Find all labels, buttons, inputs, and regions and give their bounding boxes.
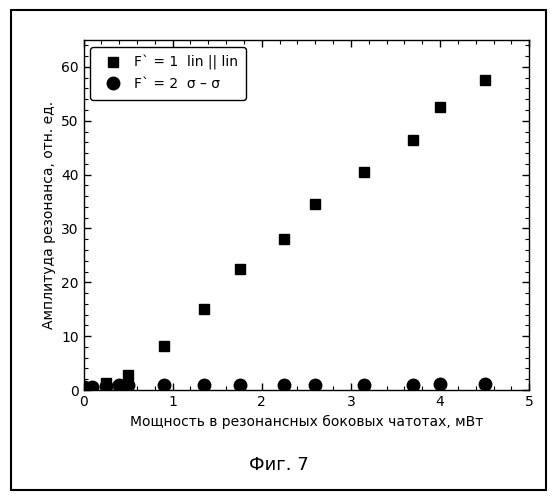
F` = 2  σ – σ bbox=[361, 382, 368, 388]
F` = 1  lin || lin bbox=[89, 386, 96, 392]
F` = 1  lin || lin bbox=[102, 380, 109, 386]
F` = 1  lin || lin bbox=[361, 169, 368, 175]
F` = 1  lin || lin bbox=[481, 78, 488, 84]
X-axis label: Мощность в резонансных боковых чатотах, мВт: Мощность в резонансных боковых чатотах, … bbox=[130, 414, 483, 428]
F` = 2  σ – σ bbox=[102, 382, 109, 388]
F` = 2  σ – σ bbox=[89, 384, 96, 390]
F` = 1  lin || lin bbox=[281, 236, 287, 242]
F` = 2  σ – σ bbox=[410, 382, 417, 388]
F` = 2  σ – σ bbox=[236, 382, 243, 388]
Legend: F` = 1  lin || lin, F` = 2  σ – σ: F` = 1 lin || lin, F` = 2 σ – σ bbox=[90, 47, 246, 100]
F` = 2  σ – σ bbox=[281, 382, 287, 388]
F` = 1  lin || lin bbox=[312, 201, 319, 207]
F` = 1  lin || lin bbox=[236, 266, 243, 272]
F` = 1  lin || lin bbox=[80, 384, 87, 390]
F` = 1  lin || lin bbox=[160, 343, 167, 349]
F` = 1  lin || lin bbox=[437, 104, 443, 110]
F` = 1  lin || lin bbox=[201, 306, 207, 312]
F` = 1  lin || lin bbox=[410, 136, 417, 142]
F` = 1  lin || lin bbox=[116, 382, 123, 388]
Y-axis label: Амплитуда резонанса, отн. ед.: Амплитуда резонанса, отн. ед. bbox=[42, 101, 56, 329]
F` = 2  σ – σ bbox=[481, 380, 488, 386]
F` = 2  σ – σ bbox=[437, 380, 443, 386]
F` = 2  σ – σ bbox=[80, 384, 87, 390]
F` = 2  σ – σ bbox=[116, 382, 123, 388]
F` = 1  lin || lin bbox=[125, 372, 131, 378]
Line: F` = 2  σ – σ: F` = 2 σ – σ bbox=[77, 378, 491, 394]
F` = 2  σ – σ bbox=[312, 382, 319, 388]
F` = 2  σ – σ bbox=[125, 382, 131, 388]
F` = 2  σ – σ bbox=[160, 382, 167, 388]
Line: F` = 1  lin || lin: F` = 1 lin || lin bbox=[79, 76, 490, 393]
Text: Фиг. 7: Фиг. 7 bbox=[248, 456, 309, 474]
F` = 2  σ – σ bbox=[201, 382, 207, 388]
